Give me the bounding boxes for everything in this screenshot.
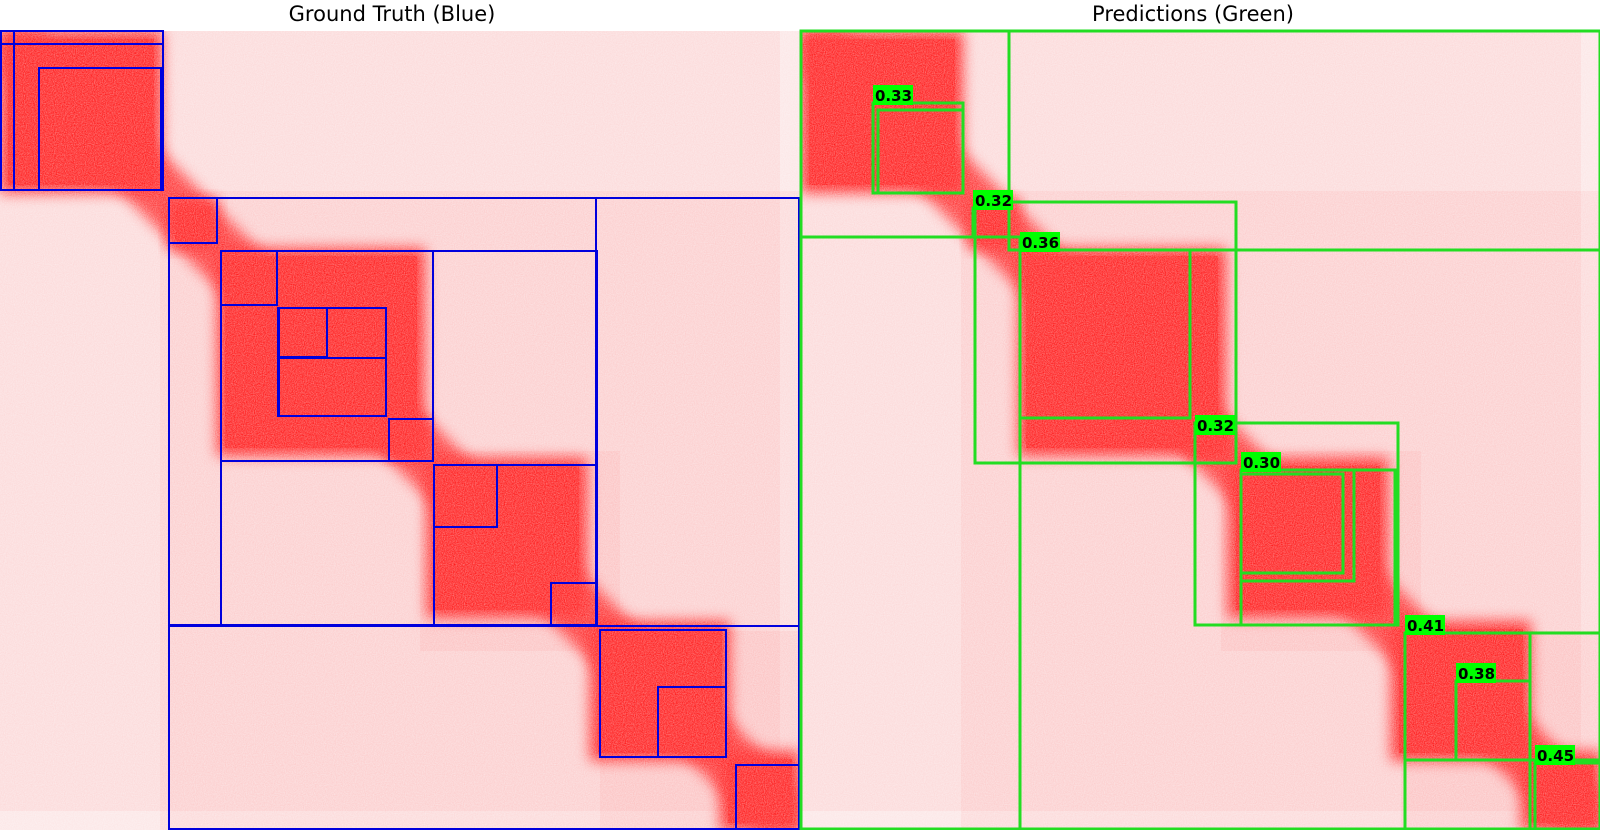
score-label: 0.36 <box>1022 234 1059 252</box>
score-label: 0.30 <box>1243 454 1280 472</box>
score-label: 0.32 <box>975 192 1012 210</box>
heatmap-noise <box>0 31 800 830</box>
score-label: 0.45 <box>1537 747 1574 765</box>
score-label: 0.41 <box>1407 617 1444 635</box>
gt-heatmap <box>0 31 800 830</box>
score-label: 0.38 <box>1458 665 1495 683</box>
score-label: 0.32 <box>1197 417 1234 435</box>
score-label: 0.33 <box>875 87 912 105</box>
